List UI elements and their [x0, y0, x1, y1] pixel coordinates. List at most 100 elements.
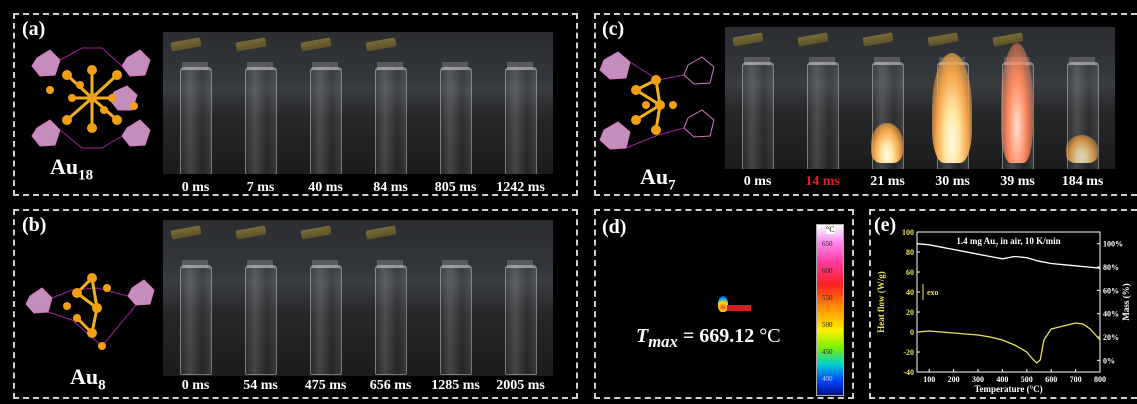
timestamp: 0 ms	[181, 180, 210, 195]
video-frame	[488, 32, 553, 174]
y-left-tick-label: 40	[906, 288, 914, 297]
mass-line	[916, 243, 1101, 269]
au7-cluster-structure	[599, 51, 715, 150]
au18-cluster-structure	[31, 47, 151, 149]
panel-b-video-frames	[163, 220, 553, 376]
timestamp: 184 ms	[1061, 174, 1104, 189]
timestamp: 805 ms	[434, 180, 477, 195]
tmax-sub: max	[648, 332, 678, 351]
tmax-label: Tmax = 669.12 °C	[636, 325, 781, 352]
video-frame	[163, 32, 228, 174]
video-frame	[293, 32, 358, 174]
timestamp: 475 ms	[304, 378, 347, 393]
video-frame	[423, 32, 488, 174]
timestamp: 656 ms	[369, 378, 412, 393]
au8-formula: Au8	[70, 364, 106, 394]
y-left-tick-label: -20	[903, 348, 914, 357]
timestamp: 0 ms	[181, 378, 210, 393]
y-left-axis-label: Heat flow (W/g)	[876, 271, 886, 332]
au7-formula-sub: 7	[668, 177, 676, 194]
video-frame	[985, 27, 1050, 169]
x-tick-label: 100	[923, 375, 935, 384]
video-frame	[488, 220, 553, 376]
panel-c-video-frames	[725, 27, 1115, 169]
timestamp: 1242 ms	[496, 180, 545, 195]
colorbar-unit: °C	[826, 225, 835, 234]
au8-formula-sub: 8	[98, 377, 106, 394]
video-frame	[358, 32, 423, 174]
panel-b	[13, 209, 578, 399]
y-right-tick-label: 80%	[1103, 263, 1119, 272]
panel-a-label: (a)	[22, 18, 46, 40]
au7-formula: Au7	[640, 164, 676, 194]
panel-e-label: (e)	[874, 214, 897, 236]
au18-formula-base: Au	[50, 154, 79, 179]
tmax-unit: °C	[759, 325, 781, 347]
chart-title: 1.4 mg Au7 in air, 10 K/min	[956, 236, 1060, 249]
y-right-tick-label: 60%	[1103, 286, 1119, 295]
timestamp-ignition: 14 ms	[805, 174, 840, 189]
y-right-tick-label: 100%	[1103, 240, 1123, 249]
colorbar-tick: 500	[822, 321, 833, 329]
timestamp: 54 ms	[243, 378, 278, 393]
y-left-tick-label: -40	[903, 368, 914, 377]
panel-c-label: (c)	[602, 18, 625, 40]
heat-flow-line	[916, 322, 1101, 364]
au8-formula-base: Au	[70, 364, 99, 389]
temperature-colorbar	[816, 224, 844, 396]
colorbar-tick: 650	[822, 240, 833, 248]
panel-d	[594, 209, 854, 399]
x-tick-label: 500	[1021, 375, 1033, 384]
panel-c-timestamps: 0 ms 14 ms 21 ms 30 ms 39 ms 184 ms	[725, 174, 1115, 190]
video-frame	[920, 27, 985, 169]
panel-b-label: (b)	[22, 214, 47, 236]
au8-cluster-structure	[25, 273, 155, 350]
panel-d-label: (d)	[602, 216, 627, 238]
thermal-hotspot	[718, 296, 728, 312]
x-tick-label: 800	[1094, 375, 1106, 384]
timestamp: 21 ms	[870, 174, 905, 189]
video-frame	[228, 220, 293, 376]
panel-a	[13, 13, 578, 196]
timestamp: 1285 ms	[431, 378, 480, 393]
y-left-tick-label: 0	[910, 328, 914, 337]
y-right-axis-label: Mass (%)	[1121, 283, 1131, 320]
tmax-value: = 669.12	[682, 325, 755, 347]
panel-a-video-frames	[163, 32, 553, 174]
panel-c	[594, 13, 1137, 196]
video-frame	[228, 32, 293, 174]
video-frame	[423, 220, 488, 376]
timestamp: 30 ms	[935, 174, 970, 189]
timestamp: 2005 ms	[496, 378, 545, 393]
x-tick-label: 700	[1070, 375, 1082, 384]
y-left-tick-label: 20	[906, 308, 914, 317]
y-left-tick-label: 100	[902, 228, 914, 237]
au7-formula-base: Au	[640, 164, 669, 189]
panel-e	[869, 209, 1137, 399]
timestamp: 40 ms	[308, 180, 343, 195]
timestamp: 0 ms	[743, 174, 772, 189]
colorbar-tick: 550	[822, 294, 833, 302]
video-frame	[293, 220, 358, 376]
exo-annotation: exo	[927, 288, 939, 297]
y-right-tick-label: 0%	[1103, 356, 1115, 365]
timestamp: 7 ms	[246, 180, 275, 195]
colorbar-tick: 400	[822, 375, 833, 383]
x-tick-label: 300	[972, 375, 984, 384]
tmax-symbol: T	[636, 325, 649, 347]
timestamp: 39 ms	[1000, 174, 1035, 189]
colorbar-tick: 600	[822, 267, 833, 275]
panel-b-timestamps: 0 ms 54 ms 475 ms 656 ms 1285 ms 2005 ms	[163, 378, 553, 394]
au18-formula: Au18	[50, 154, 93, 184]
x-tick-label: 200	[948, 375, 960, 384]
thermal-readout-box	[727, 305, 751, 311]
timestamp: 84 ms	[373, 180, 408, 195]
video-frame	[163, 220, 228, 376]
video-frame	[358, 220, 423, 376]
video-frame	[790, 27, 855, 169]
plot-frame	[916, 231, 1101, 373]
y-right-tick-label: 40%	[1103, 310, 1119, 319]
panel-a-timestamps: 0 ms 7 ms 40 ms 84 ms 805 ms 1242 ms	[163, 180, 553, 196]
video-frame	[725, 27, 790, 169]
x-tick-label: 600	[1045, 375, 1057, 384]
